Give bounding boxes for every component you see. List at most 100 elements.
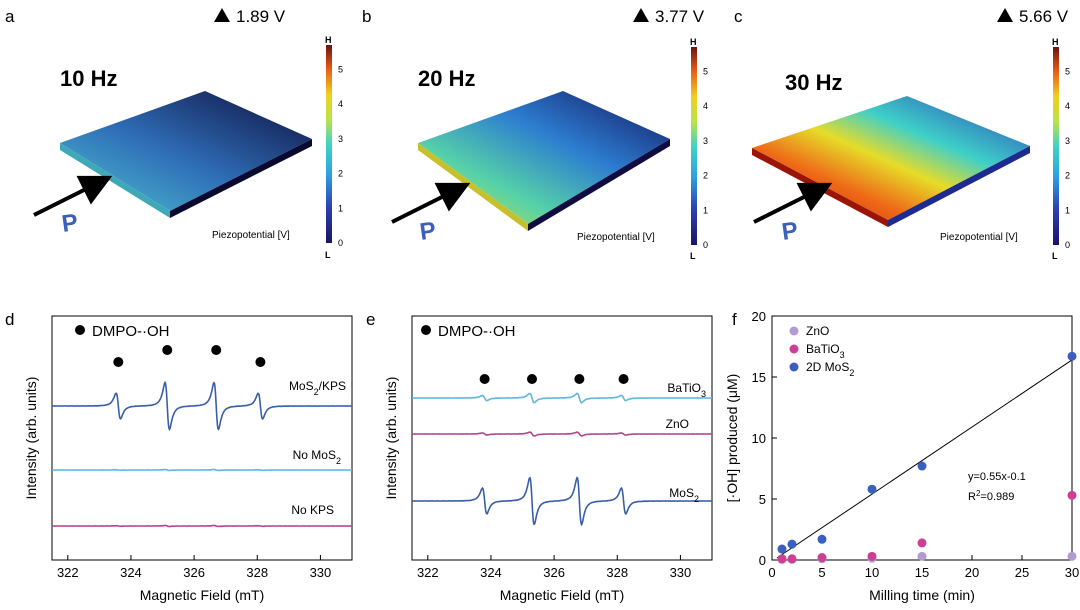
data-point-batio3: [817, 553, 827, 563]
x-tick-label: 5: [818, 565, 825, 580]
triangle-icon: [633, 8, 649, 22]
data-point-zno: [917, 551, 927, 561]
legend-label: 2D MoS2: [806, 360, 854, 378]
panel-c-frequency: 30 Hz: [785, 70, 842, 95]
legend-dot-icon: [421, 325, 431, 335]
colorbar-tick-label: 3: [338, 134, 343, 144]
data-point-2d-mos2: [1067, 351, 1077, 361]
panel-b-force-arrow: [391, 182, 471, 224]
peak-marker-dot: [255, 357, 266, 367]
colorbar-tick-label: 0: [1065, 240, 1070, 250]
panel-b-plate-side: [528, 139, 670, 231]
panel-c-voltage: 5.66 V: [1019, 7, 1069, 26]
data-point-2d-mos2: [917, 461, 927, 471]
trace-mos2: [411, 476, 712, 527]
panel-e-legend: DMPO-·OH: [438, 323, 516, 340]
panel-c: c 5.66 V 30 Hz P Piezopotential [V] H L …: [734, 7, 1070, 261]
series-label: No KPS: [291, 503, 334, 517]
panel-a: a 1.89 V 10 Hz P Piezopotential [V] H L …: [5, 7, 343, 260]
trace-no-kps: [51, 524, 352, 528]
legend-marker: [789, 344, 799, 354]
panel-b-cb-low: L: [690, 251, 696, 261]
panel-c-cb-high: H: [1052, 37, 1059, 47]
panel-a-colorbar: [326, 45, 332, 243]
colorbar-tick-label: 3: [1065, 136, 1070, 146]
trace-batio3: [411, 392, 712, 404]
panel-d-letter: d: [5, 310, 14, 329]
legend-dot-icon: [75, 325, 85, 335]
peak-marker-dot: [618, 374, 629, 384]
legend-label: ZnO: [806, 324, 829, 338]
panel-e: e DMPO-·OH BaTiO3 ZnO MoS2 322 324 326 328 330…: [366, 310, 713, 603]
y-tick-label: 10: [752, 431, 766, 446]
trace-mos2-kps: [51, 380, 352, 432]
panel-a-letter: a: [5, 7, 15, 26]
panel-a-colorbar-label: Piezopotential [V]: [212, 230, 290, 241]
x-tick-label: 25: [1015, 565, 1029, 580]
y-tick-label: 15: [752, 370, 766, 385]
peak-marker-dot: [113, 357, 124, 367]
legend-marker: [789, 326, 799, 336]
data-point-batio3: [867, 551, 877, 561]
panel-a-voltage: 1.89 V: [236, 7, 286, 26]
legend-label: BaTiO3: [806, 342, 845, 360]
x-tick-label: 328: [606, 565, 628, 580]
x-tick-label: 326: [543, 565, 565, 580]
panel-a-frequency: 10 Hz: [60, 66, 117, 91]
series-label: MoS2: [669, 486, 699, 504]
panel-b-colorbar-label: Piezopotential [V]: [577, 232, 655, 243]
colorbar-tick-label: 4: [338, 99, 343, 109]
triangle-icon: [997, 8, 1013, 22]
panel-a-cb-high: H: [325, 35, 332, 45]
series-label: BaTiO3: [667, 381, 706, 399]
panel-e-xlabel: Magnetic Field (mT): [500, 587, 624, 603]
colorbar-tick-label: 5: [703, 66, 708, 76]
colorbar-tick-label: 1: [1065, 205, 1070, 215]
x-tick-label: 10: [865, 565, 879, 580]
panel-f-xlabel: Milling time (min): [869, 587, 975, 603]
panel-f-ylabel: [·OH] produced (μM): [724, 374, 740, 503]
panel-c-force-label: P: [780, 217, 800, 246]
peak-marker-dot: [479, 374, 490, 384]
panel-c-colorbar-label: Piezopotential [V]: [940, 232, 1018, 243]
y-tick-label: 5: [759, 492, 766, 507]
panel-a-plate-edge: [60, 143, 170, 218]
panel-b-colorbar: [691, 47, 697, 245]
colorbar-tick-label: 1: [703, 205, 708, 215]
data-point-2d-mos2: [787, 539, 797, 549]
panel-e-letter: e: [366, 310, 375, 329]
x-tick-label: 0: [768, 565, 775, 580]
peak-marker-dot: [162, 345, 173, 355]
trace-no-mos2: [51, 468, 352, 472]
panel-b-plate-edge: [418, 143, 528, 231]
panel-d-axes-frame: [51, 315, 353, 561]
fit-line: [776, 359, 1073, 559]
data-point-batio3: [787, 554, 797, 564]
x-tick-label: 322: [57, 565, 79, 580]
x-tick-label: 324: [120, 565, 142, 580]
x-tick-label: 30: [1065, 565, 1079, 580]
panel-b-voltage: 3.77 V: [655, 7, 705, 26]
x-tick-label: 324: [480, 565, 502, 580]
panel-b-force-label: P: [418, 217, 438, 246]
series-label: MoS2/KPS: [289, 379, 346, 397]
panel-c-cb-low: L: [1052, 251, 1058, 261]
x-tick-label: 15: [915, 565, 929, 580]
panel-d: d DMPO-·OH MoS2/KPS No MoS2 No KPS 322 324 3…: [5, 310, 353, 603]
data-point-zno: [1067, 551, 1077, 561]
panel-c-plate-side: [888, 146, 1030, 227]
panel-f-letter: f: [732, 310, 737, 329]
peak-marker-dot: [527, 374, 537, 384]
colorbar-tick-label: 3: [703, 136, 708, 146]
y-tick-label: 20: [752, 309, 766, 324]
x-tick-label: 330: [670, 565, 692, 580]
trace-zno: [411, 431, 712, 437]
series-label: ZnO: [666, 417, 689, 431]
colorbar-tick-label: 5: [1065, 66, 1070, 76]
panel-d-xlabel: Magnetic Field (mT): [140, 587, 264, 603]
x-tick-label: 328: [246, 565, 268, 580]
panel-b-letter: b: [362, 7, 371, 26]
panel-c-force-arrow: [753, 182, 833, 224]
